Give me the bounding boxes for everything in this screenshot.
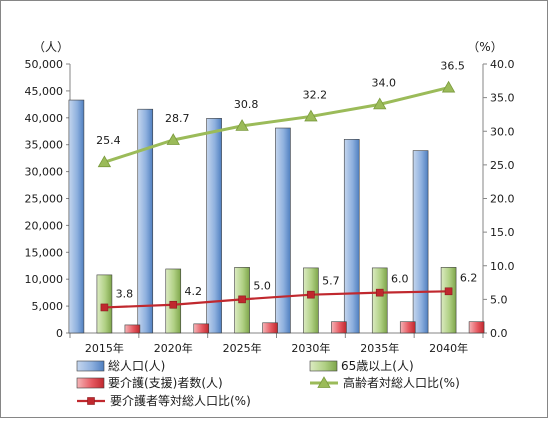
left-tick-label: 20,000 — [25, 219, 64, 232]
left-tick-label: 0 — [56, 327, 63, 340]
legend-swatch — [76, 377, 105, 389]
left-tick-label: 15,000 — [25, 246, 64, 259]
aged-ratio-data-label: 36.5 — [440, 60, 465, 73]
right-tick-label: 15.0 — [490, 226, 515, 239]
aged-ratio-point — [373, 97, 387, 110]
bar-total-population — [275, 127, 291, 334]
right-tick-label: 20.0 — [490, 193, 515, 206]
bar-care-needed — [331, 321, 347, 334]
legend-label: 高齢者対総人口比(%) — [343, 375, 460, 390]
left-axis-unit: （人） — [33, 40, 69, 54]
legend-label: 総人口(人) — [108, 359, 165, 373]
bar-care-needed — [193, 323, 210, 334]
legend-marker — [317, 376, 331, 388]
legend-marker — [87, 397, 95, 405]
bar-care-needed — [262, 322, 278, 334]
x-tick-label: 2025年 — [223, 341, 262, 355]
x-tick-label: 2015年 — [85, 341, 124, 355]
care-ratio-point — [169, 300, 178, 309]
bar-aged-65-plus — [371, 267, 388, 334]
aged-ratio-data-label: 30.8 — [234, 98, 259, 111]
right-tick-label: 40.0 — [490, 58, 515, 71]
care-ratio-point — [444, 287, 453, 296]
aged-ratio-data-label: 28.7 — [165, 112, 190, 125]
x-tick-label: 2030年 — [291, 341, 330, 355]
legend-swatch — [309, 360, 338, 372]
bar-total-population — [412, 150, 429, 334]
bar-care-needed — [399, 321, 416, 334]
x-tick-label: 2035年 — [360, 341, 399, 355]
left-tick-label: 45,000 — [25, 85, 64, 98]
left-tick-label: 30,000 — [25, 166, 64, 179]
aged-ratio-point — [166, 133, 180, 145]
legend-label: 要介護(支援)者数(人) — [108, 375, 223, 390]
aged-ratio-data-label: 34.0 — [372, 76, 397, 89]
aged-ratio-line — [103, 86, 449, 164]
aged-ratio-data-label: 32.2 — [303, 88, 328, 101]
care-ratio-data-label: 6.2 — [460, 271, 478, 284]
bar-total-population — [68, 99, 85, 334]
left-tick-label: 5,000 — [32, 300, 64, 313]
legend-label: 要介護者等対総人口比(%) — [110, 393, 251, 408]
care-ratio-point — [307, 290, 315, 299]
right-tick-label: 30.0 — [490, 125, 515, 138]
legend-label: 65歳以上(人) — [341, 359, 414, 373]
care-ratio-line — [104, 290, 449, 309]
left-tick-label: 50,000 — [25, 58, 64, 71]
bar-total-population — [137, 108, 154, 334]
aged-ratio-point — [304, 109, 318, 122]
care-ratio-data-label: 5.7 — [322, 275, 340, 288]
bar-total-population — [343, 139, 360, 334]
bar-care-needed — [124, 324, 141, 334]
left-tick-label: 35,000 — [25, 139, 64, 152]
care-ratio-point — [100, 303, 109, 312]
care-ratio-point — [238, 295, 246, 304]
left-tick-label: 10,000 — [25, 273, 64, 286]
right-axis-unit: （%） — [467, 40, 502, 54]
right-tick-label: 5.0 — [490, 293, 508, 306]
right-tick-label: 35.0 — [490, 92, 515, 105]
aged-ratio-point — [441, 80, 456, 93]
bar-total-population — [206, 118, 222, 334]
care-ratio-data-label: 5.0 — [253, 279, 271, 292]
care-ratio-data-label: 4.2 — [185, 285, 203, 298]
care-ratio-data-label: 6.0 — [391, 273, 409, 286]
x-tick-label: 2020年 — [154, 341, 193, 355]
bar-aged-65-plus — [440, 267, 457, 334]
x-tick-label: 2040年 — [429, 341, 468, 355]
aged-ratio-data-label: 25.4 — [96, 134, 121, 147]
right-tick-label: 25.0 — [490, 159, 515, 172]
right-tick-label: 0.0 — [490, 327, 508, 340]
legend-swatch — [76, 360, 105, 372]
left-tick-label: 25,000 — [25, 193, 64, 206]
aged-ratio-point — [235, 119, 249, 131]
bar-care-needed — [468, 321, 485, 334]
aged-ratio-point — [97, 155, 112, 168]
bar-aged-65-plus — [303, 267, 319, 334]
care-ratio-data-label: 3.8 — [116, 287, 134, 300]
left-tick-label: 40,000 — [25, 112, 64, 125]
care-ratio-point — [375, 288, 384, 297]
right-tick-label: 10.0 — [490, 260, 515, 273]
